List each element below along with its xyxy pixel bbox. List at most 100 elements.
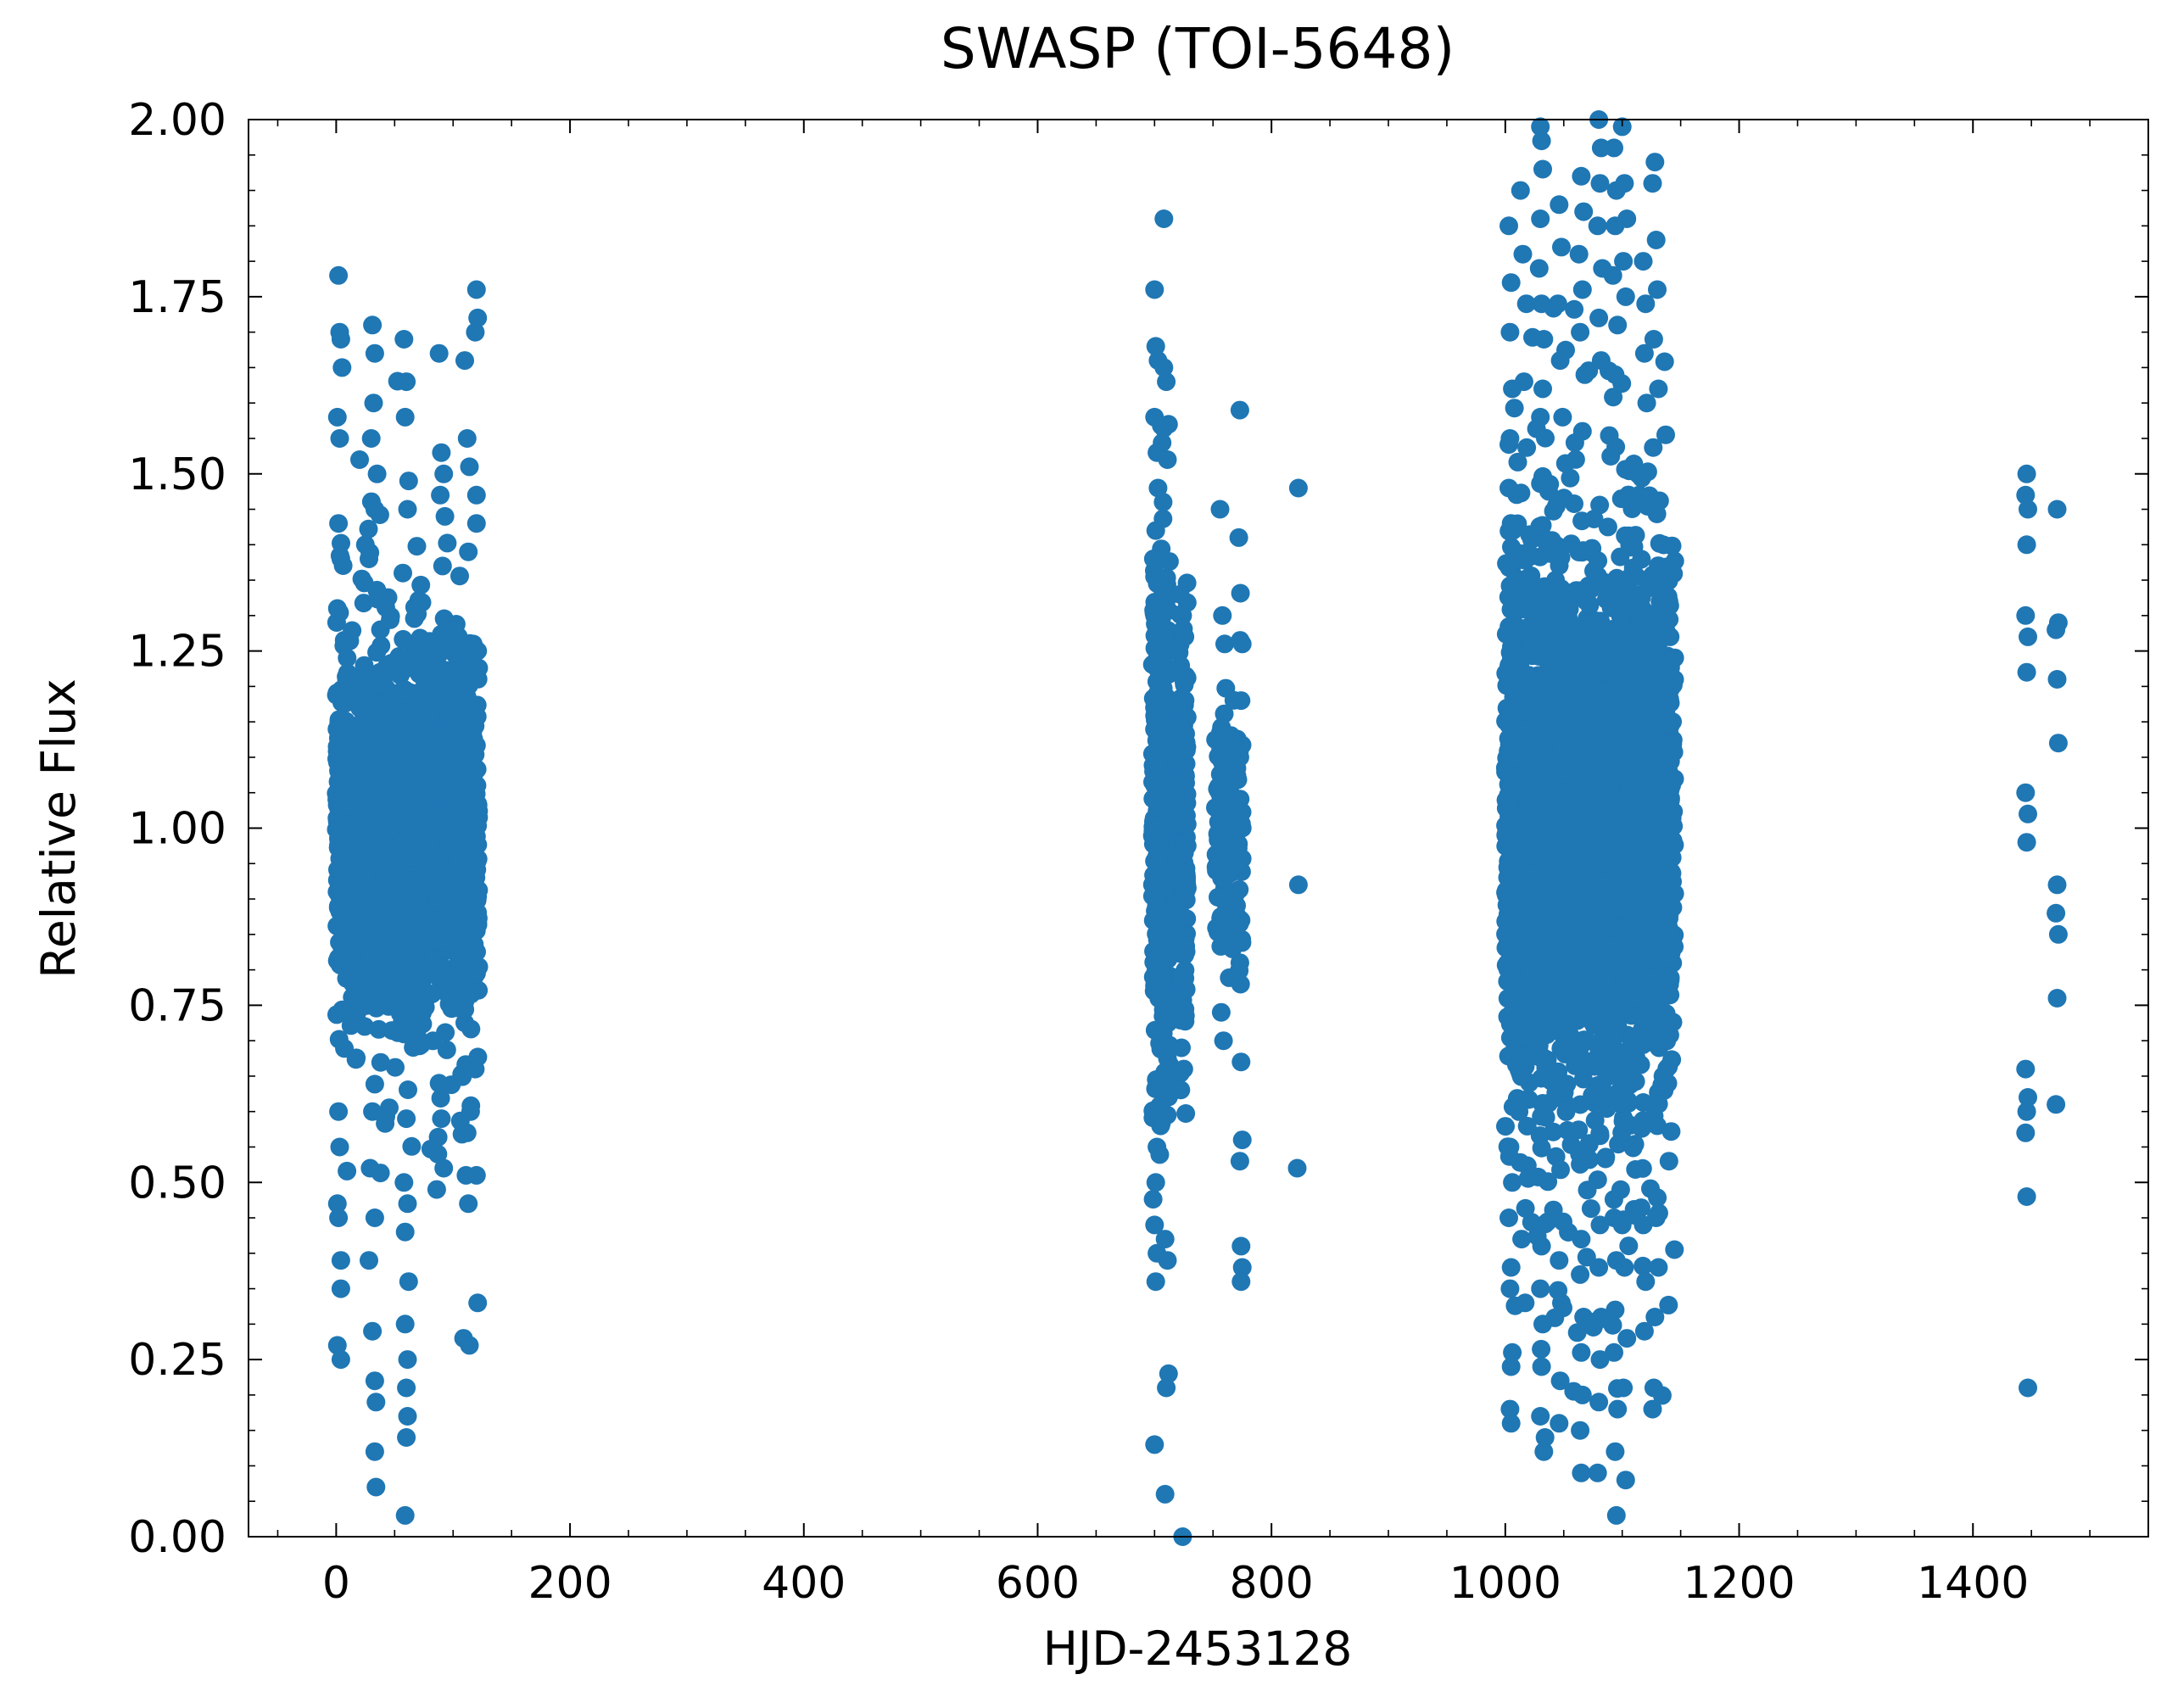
data-point <box>457 875 477 895</box>
data-point <box>1171 689 1191 708</box>
data-point <box>1152 662 1171 682</box>
data-point <box>392 950 411 969</box>
data-point <box>336 712 355 731</box>
data-point <box>1146 908 1164 928</box>
data-point <box>394 629 413 649</box>
data-point <box>1209 830 1228 850</box>
data-point <box>411 575 431 594</box>
data-point <box>430 879 450 898</box>
data-point <box>385 746 405 766</box>
data-point <box>1150 570 1170 589</box>
data-point <box>343 621 362 640</box>
data-point <box>422 984 442 1003</box>
data-point <box>440 777 460 796</box>
data-point <box>450 567 469 586</box>
data-point <box>369 720 388 740</box>
data-point <box>357 941 376 961</box>
data-point <box>350 805 370 824</box>
data-point <box>1175 673 1193 692</box>
data-point <box>1218 851 1237 871</box>
data-point <box>1171 656 1191 675</box>
data-point <box>438 636 457 655</box>
data-point <box>341 944 360 963</box>
data-point <box>1150 695 1170 715</box>
data-point <box>412 593 432 612</box>
data-point <box>365 1074 384 1094</box>
data-point <box>461 1019 481 1039</box>
data-point <box>384 901 404 921</box>
data-point <box>461 910 480 929</box>
data-point <box>400 683 420 702</box>
data-point <box>1206 798 1225 818</box>
data-point <box>343 737 363 756</box>
data-point <box>414 733 433 752</box>
data-point <box>378 795 398 815</box>
data-point <box>421 832 440 851</box>
data-point <box>405 609 424 628</box>
data-point <box>334 636 354 656</box>
data-point <box>346 1050 366 1069</box>
data-point <box>1144 600 1164 620</box>
data-point <box>452 832 472 851</box>
data-point <box>416 645 436 665</box>
data-point <box>459 738 478 757</box>
data-point <box>381 610 400 629</box>
data-point <box>1176 999 1195 1019</box>
data-point <box>1174 839 1193 858</box>
data-point <box>1172 775 1192 795</box>
data-point <box>389 868 409 887</box>
data-point <box>420 668 439 688</box>
data-point <box>449 926 468 946</box>
data-point <box>382 818 401 838</box>
data-point <box>398 847 417 867</box>
data-point <box>383 653 402 673</box>
data-point <box>433 755 452 774</box>
data-point <box>1209 730 1229 750</box>
data-point <box>1170 809 1190 829</box>
data-point <box>450 977 469 996</box>
data-point <box>371 1052 390 1072</box>
data-point <box>341 877 360 896</box>
data-point <box>1151 636 1170 656</box>
data-point <box>338 829 357 847</box>
data-point <box>420 932 439 952</box>
data-point <box>365 979 384 998</box>
data-point <box>467 851 487 871</box>
plot-points <box>327 110 2068 1546</box>
data-point <box>410 1036 429 1056</box>
data-point <box>1218 889 1237 908</box>
data-point <box>442 661 461 681</box>
data-point <box>444 619 464 639</box>
data-point <box>403 816 422 835</box>
data-point <box>361 752 381 772</box>
data-point <box>1175 936 1194 956</box>
data-point <box>429 849 449 868</box>
data-point <box>358 675 377 695</box>
data-point <box>349 1013 368 1032</box>
data-point <box>448 998 467 1018</box>
data-point <box>450 720 470 740</box>
data-point <box>1143 1190 1163 1209</box>
chart-title: SWASP (TOI-5648) <box>941 16 1455 81</box>
data-point <box>366 998 386 1018</box>
data-point <box>1171 1080 1191 1100</box>
data-point <box>1177 879 1197 898</box>
data-point <box>364 784 383 804</box>
data-point <box>395 991 415 1011</box>
data-point <box>367 643 387 662</box>
data-point <box>341 681 360 701</box>
data-point <box>402 1136 422 1156</box>
data-point <box>1231 583 1250 603</box>
data-point <box>407 537 427 556</box>
data-point <box>1227 770 1247 790</box>
data-point <box>437 1040 456 1059</box>
data-point <box>1170 902 1189 922</box>
data-point <box>363 694 383 713</box>
data-point <box>368 589 388 609</box>
data-point <box>386 1058 405 1077</box>
data-point <box>433 805 452 824</box>
data-point <box>405 898 424 917</box>
data-point <box>1147 847 1166 866</box>
data-point <box>352 569 371 589</box>
data-point <box>1143 968 1163 986</box>
